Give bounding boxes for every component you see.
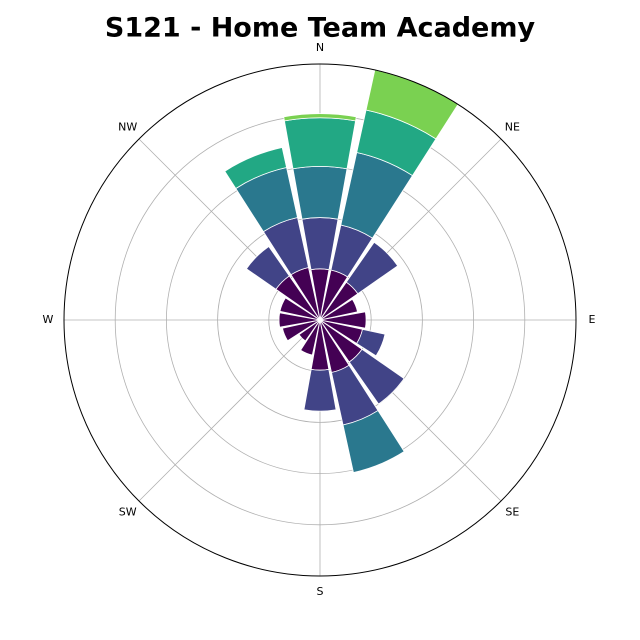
angle-label: W [43,313,54,326]
axis-boundary [63,63,577,577]
bar-segment [345,241,399,295]
bar-segment [279,297,321,321]
bar-segment [348,348,405,405]
bar-segment [224,146,288,190]
bar-segment [245,245,290,290]
bar-segment [319,311,367,329]
bar-segment [292,166,348,220]
bar-segment [278,312,321,328]
chart-title: S121 - Home Team Academy [105,13,536,44]
bar-segment [283,117,357,170]
bar-segment [283,113,357,122]
bar-segment [356,328,386,357]
bar-segment [298,319,321,342]
grid-line [138,319,321,502]
bar-segment [282,319,321,342]
angle-label: N [316,41,324,54]
angle-label: NW [118,121,137,134]
angle-label: NE [505,121,520,134]
bar-segment [319,298,358,321]
angle-label: E [589,313,596,326]
bar-segment [300,319,321,356]
angle-label: SE [505,505,519,518]
bar-segment [303,368,337,412]
angle-label: SW [119,505,137,518]
angle-label: S [317,585,324,598]
bar-segment [342,410,405,474]
